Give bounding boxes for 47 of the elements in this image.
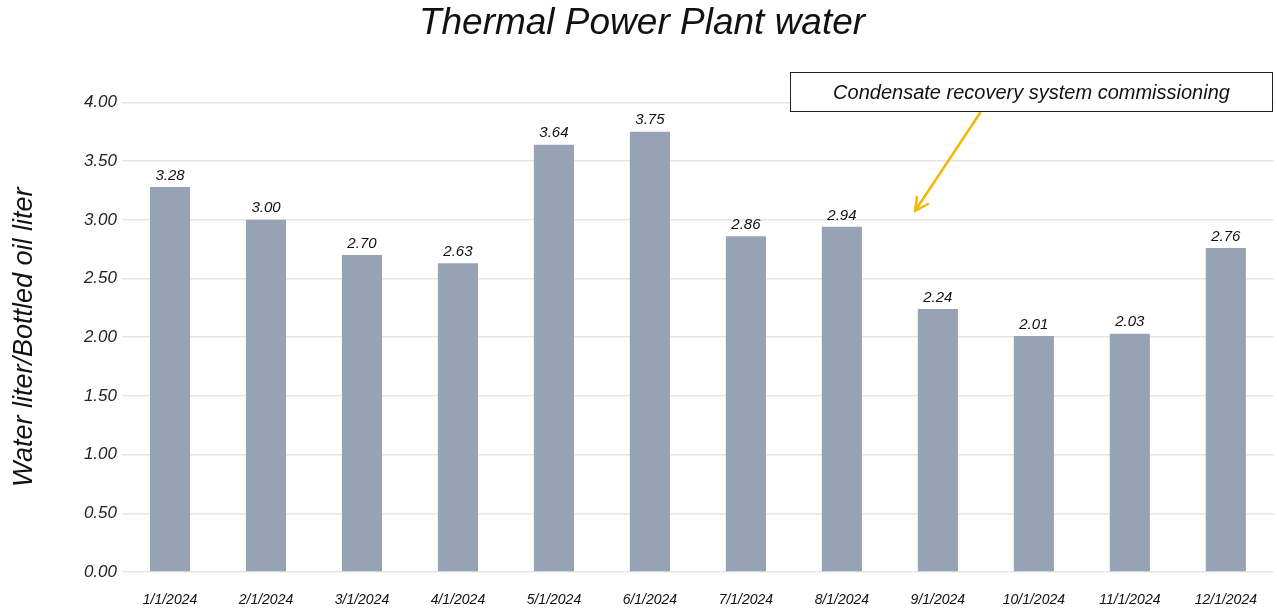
bar: [725, 236, 766, 572]
x-tick-label: 4/1/2024: [430, 591, 486, 608]
x-tick-label: 7/1/2024: [718, 591, 774, 608]
data-label: 3.64: [539, 123, 569, 141]
x-tick-label: 11/1/2024: [1099, 591, 1161, 608]
bar: [533, 144, 574, 572]
x-tick-label: 5/1/2024: [526, 591, 582, 608]
data-label: 3.28: [155, 165, 186, 183]
bar: [821, 226, 862, 572]
x-tick-label: 3/1/2024: [334, 591, 390, 608]
bar: [341, 255, 383, 572]
data-label: 2.86: [730, 214, 762, 232]
data-label: 2.01: [1018, 314, 1049, 332]
data-label: 2.94: [826, 205, 857, 223]
bar: [245, 219, 287, 572]
y-tick-label: 0.00: [83, 561, 118, 581]
y-tick-label: 0.50: [83, 503, 118, 523]
y-tick-label: 3.00: [83, 209, 118, 229]
x-tick-label: 8/1/2024: [814, 591, 870, 608]
x-tick-label: 10/1/2024: [1002, 591, 1066, 608]
bar: [917, 309, 958, 572]
y-tick-label: 2.00: [82, 326, 118, 346]
y-tick-label: 1.00: [83, 444, 118, 464]
chart-title: Thermal Power Plant water: [418, 1, 867, 43]
x-tick-label: 1/1/2024: [142, 591, 198, 608]
x-tick-label: 2/1/2024: [237, 591, 294, 608]
y-axis-title: Water liter/Bottled oil liter: [7, 186, 38, 488]
data-label: 3.00: [251, 198, 282, 216]
bar: [149, 186, 191, 572]
y-tick-label: 1.50: [83, 385, 118, 405]
data-label: 3.75: [635, 110, 666, 128]
data-label: 2.03: [1114, 312, 1146, 330]
y-tick-label: 3.50: [83, 150, 118, 170]
x-tick-label: 9/1/2024: [910, 591, 966, 608]
x-tick-label: 12/1/2024: [1194, 591, 1258, 608]
data-label: 2.76: [1210, 226, 1242, 244]
bar: [1205, 247, 1246, 572]
y-tick-label: 4.00: [83, 92, 118, 112]
data-label: 2.63: [442, 241, 474, 259]
y-tick-label: 2.50: [82, 268, 118, 288]
bar: [629, 131, 670, 572]
bar: [1109, 333, 1150, 572]
data-label: 2.24: [922, 287, 953, 305]
bar: [437, 263, 479, 572]
data-label: 2.70: [346, 233, 378, 251]
x-tick-label: 6/1/2024: [622, 591, 678, 608]
bar: [1013, 336, 1054, 572]
